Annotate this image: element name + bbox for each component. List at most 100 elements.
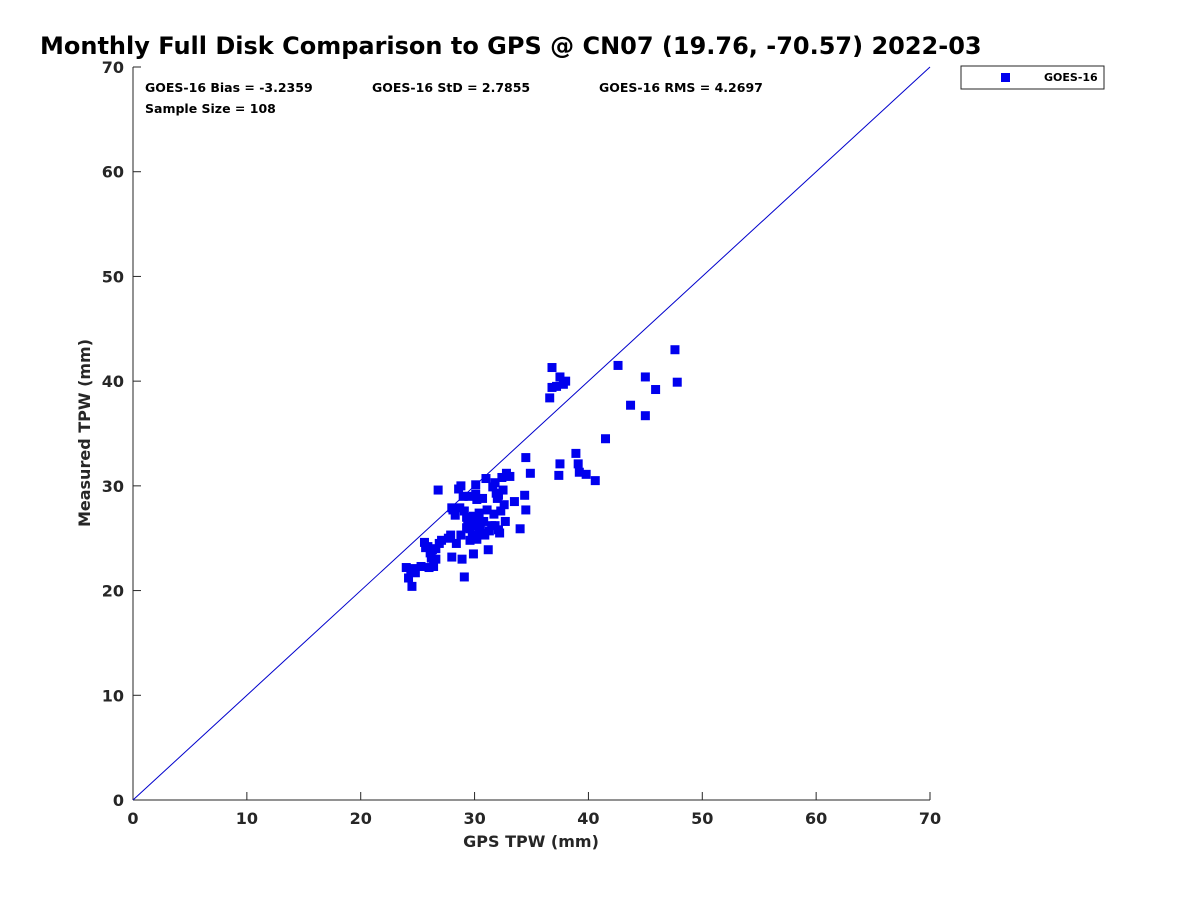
- data-point: [573, 459, 583, 469]
- x-axis-label: GPS TPW (mm): [463, 832, 599, 851]
- bias-stat: GOES-16 Bias = -3.2359: [145, 80, 313, 95]
- x-tick-label: 70: [919, 809, 941, 828]
- x-tick-label: 10: [236, 809, 258, 828]
- data-point: [468, 511, 478, 521]
- x-tick-label: 0: [127, 809, 138, 828]
- data-point: [407, 581, 417, 591]
- data-point: [574, 467, 584, 477]
- y-ticks: 0 10 20 30 40 50 60 70: [102, 58, 141, 810]
- data-point: [490, 478, 500, 488]
- data-point: [581, 469, 591, 479]
- data-point: [468, 549, 478, 559]
- data-point: [500, 516, 510, 526]
- y-tick-label: 10: [102, 686, 124, 705]
- y-tick-label: 20: [102, 582, 124, 601]
- data-point: [471, 480, 481, 490]
- y-tick-label: 0: [113, 791, 124, 810]
- data-point: [478, 493, 488, 503]
- data-point: [520, 490, 530, 500]
- data-point: [447, 552, 457, 562]
- chart-title: Monthly Full Disk Comparison to GPS @ CN…: [40, 32, 982, 60]
- data-point: [547, 363, 557, 373]
- data-point: [571, 448, 581, 458]
- x-tick-label: 50: [691, 809, 713, 828]
- data-point: [462, 512, 472, 522]
- data-point: [465, 535, 475, 545]
- data-point: [457, 554, 467, 564]
- data-point: [484, 526, 494, 536]
- legend-box: [960, 65, 1105, 90]
- goes16-points: [401, 345, 682, 591]
- data-point: [424, 563, 434, 573]
- data-point: [431, 554, 441, 564]
- data-point: [505, 471, 515, 481]
- data-point: [496, 506, 506, 516]
- data-point: [427, 545, 437, 555]
- y-tick-label: 70: [102, 58, 124, 77]
- data-point: [651, 385, 661, 395]
- data-point: [509, 497, 519, 507]
- data-point: [474, 526, 484, 536]
- data-point: [475, 519, 485, 529]
- rms-stat: GOES-16 RMS = 4.2697: [599, 80, 763, 95]
- data-point: [474, 508, 484, 518]
- data-point: [521, 453, 531, 463]
- data-point: [483, 545, 493, 555]
- data-point: [555, 372, 565, 382]
- data-point: [433, 485, 443, 495]
- data-point: [480, 530, 490, 540]
- data-point: [467, 530, 477, 540]
- data-point: [401, 563, 411, 573]
- y-tick-label: 50: [102, 267, 124, 286]
- data-point: [443, 533, 453, 543]
- data-point: [450, 510, 460, 520]
- data-point: [459, 506, 469, 516]
- data-point: [464, 491, 474, 501]
- std-stat: GOES-16 StD = 2.7855: [372, 80, 530, 95]
- data-point: [547, 382, 557, 392]
- y-axis-label: Measured TPW (mm): [75, 339, 94, 527]
- y-tick-label: 30: [102, 477, 124, 496]
- data-point: [482, 505, 492, 515]
- data-point: [555, 459, 565, 469]
- data-point: [451, 538, 461, 548]
- one-to-one-line: [132, 66, 931, 801]
- data-point: [497, 472, 507, 482]
- data-point: [545, 393, 555, 403]
- data-point: [613, 360, 623, 370]
- data-point: [437, 535, 447, 545]
- data-point: [455, 503, 465, 513]
- data-point: [601, 434, 611, 444]
- data-point: [470, 521, 480, 531]
- data-point: [416, 561, 426, 571]
- data-point: [640, 372, 650, 382]
- data-point: [472, 534, 482, 544]
- legend-label: GOES-16: [1044, 71, 1098, 84]
- data-point: [640, 411, 650, 421]
- data-point: [447, 503, 457, 513]
- data-point: [456, 481, 466, 491]
- y-tick-label: 60: [102, 163, 124, 182]
- data-point: [552, 381, 562, 391]
- data-point: [465, 524, 475, 534]
- data-point: [471, 489, 481, 499]
- data-point: [554, 470, 564, 480]
- data-point: [672, 377, 682, 387]
- data-point: [590, 476, 600, 486]
- x-tick-label: 40: [577, 809, 599, 828]
- data-point: [421, 543, 431, 553]
- legend-marker: [1001, 73, 1010, 82]
- data-point: [493, 490, 503, 500]
- data-point: [525, 468, 535, 478]
- data-point: [426, 553, 436, 563]
- x-ticks: 0 10 20 30 40 50 60 70: [127, 792, 941, 828]
- data-point: [498, 485, 508, 495]
- data-point: [561, 376, 571, 386]
- x-tick-label: 30: [463, 809, 485, 828]
- data-point: [458, 491, 468, 501]
- data-point: [459, 572, 469, 582]
- data-point: [499, 500, 509, 510]
- data-point: [472, 494, 482, 504]
- data-point: [521, 505, 531, 515]
